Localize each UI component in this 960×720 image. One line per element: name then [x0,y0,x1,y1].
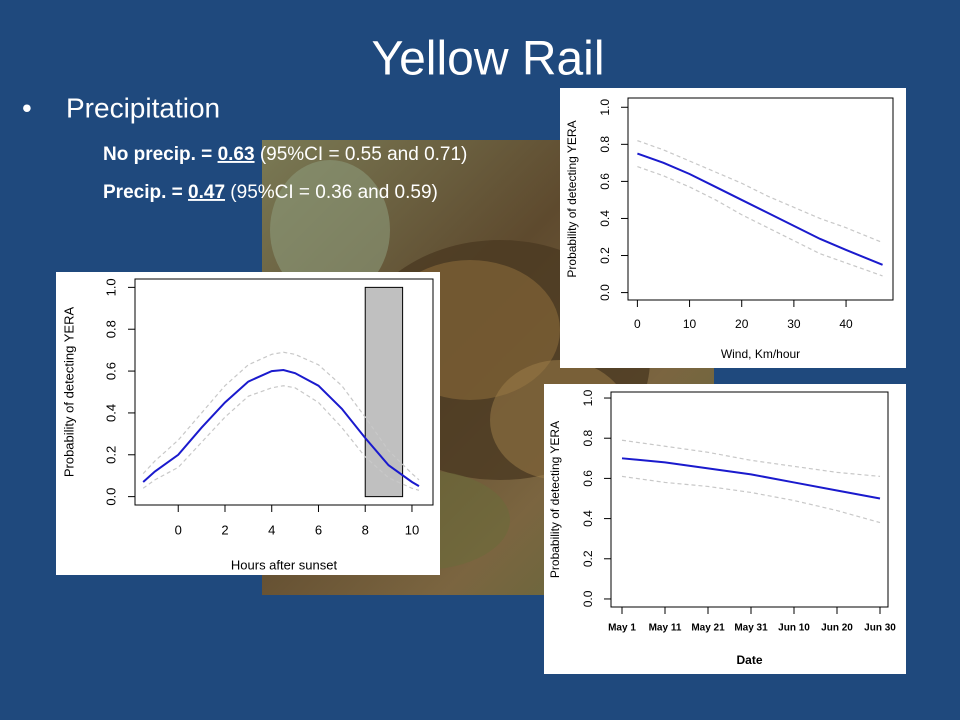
x-axis-label: Hours after sunset [231,557,338,572]
series-line [142,385,420,491]
x-tick-label: 4 [268,522,275,537]
x-tick-label: 30 [787,317,801,331]
y-tick-label: 0.4 [581,510,595,527]
stat-line: Precip. = 0.47 (95%CI = 0.36 and 0.59) [103,182,438,203]
x-tick-label: 20 [735,317,749,331]
x-tick-label: Jun 30 [864,623,896,634]
series-line [637,152,883,266]
y-tick-label: 0.6 [103,362,118,380]
y-tick-label: 1.0 [103,278,118,296]
x-axis-label: Wind, Km/hour [721,347,800,361]
stat-label: No precip. = [103,144,212,165]
y-tick-label: 0.0 [581,590,595,607]
x-tick-label: May 31 [734,623,768,634]
x-tick-label: 10 [405,522,419,537]
bullet-text: Precipitation [66,92,220,123]
y-tick-label: 0.4 [598,210,612,227]
series-line [621,439,881,477]
plot-box [610,391,889,608]
y-tick-label: 0.2 [598,247,612,264]
y-axis-label: Probability of detecting YERA [565,120,579,277]
y-axis-label: Probability of detecting YERA [61,307,76,478]
y-tick-label: 0.8 [103,320,118,338]
x-tick-label: 0 [634,317,641,331]
series-line [621,457,881,500]
series-line [142,369,420,488]
stat-line: No precip. = 0.63 (95%CI = 0.55 and 0.71… [103,144,467,165]
stat-ci: (95%CI = 0.55 and 0.71) [260,144,468,165]
plot-box [134,278,434,506]
y-tick-label: 1.0 [581,389,595,406]
x-tick-label: May 1 [608,623,636,634]
y-tick-label: 0.8 [581,430,595,447]
x-tick-label: May 21 [691,623,725,634]
y-tick-label: 0.2 [581,550,595,567]
chart-panel [544,384,906,674]
y-tick-label: 0.8 [598,136,612,153]
slide-title: Yellow Rail [371,33,604,86]
x-tick-label: Jun 20 [821,623,853,634]
x-tick-label: May 11 [649,623,682,634]
series-line [621,475,881,524]
y-tick-label: 0.4 [103,404,118,422]
y-tick-label: 0.6 [598,173,612,190]
x-axis-label: Date [736,653,762,667]
x-tick-label: 2 [221,522,228,537]
stat-lines: No precip. = 0.63 (95%CI = 0.55 and 0.71… [103,144,467,203]
stat-ci: (95%CI = 0.36 and 0.59) [230,182,438,203]
y-tick-label: 0.6 [581,470,595,487]
y-tick-label: 0.0 [103,488,118,506]
stat-label: Precip. = [103,182,183,203]
x-tick-label: 40 [839,317,853,331]
x-tick-label: 10 [683,317,697,331]
x-tick-label: 6 [315,522,322,537]
x-tick-label: 0 [175,522,182,537]
series-line [142,351,420,481]
y-tick-label: 1.0 [598,99,612,116]
stat-value: 0.47 [188,182,225,203]
x-tick-label: 8 [362,522,369,537]
shaded-region [364,286,404,498]
y-tick-label: 0.0 [598,284,612,301]
series-line [637,140,883,244]
stat-value: 0.63 [218,144,255,165]
y-tick-label: 0.2 [103,446,118,464]
bullet-mark: • [22,92,32,123]
plot-box [627,97,894,301]
x-tick-label: Jun 10 [778,623,810,634]
series-line [637,166,883,277]
y-axis-label: Probability of detecting YERA [548,421,562,578]
chart-panel [560,88,906,368]
